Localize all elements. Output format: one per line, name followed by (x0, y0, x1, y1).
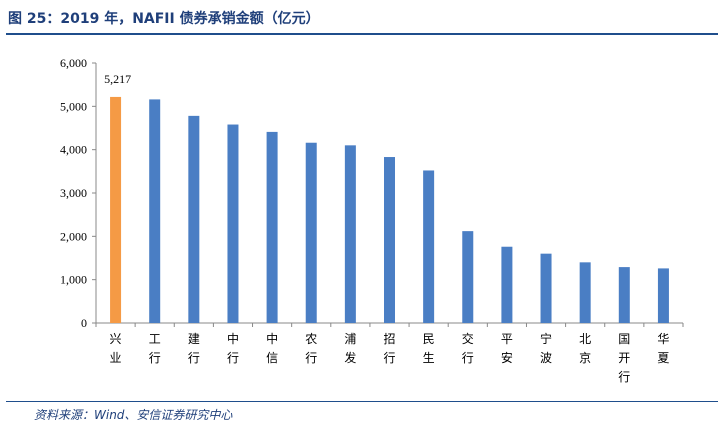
y-tick-label: 6,000 (60, 56, 87, 70)
bar (579, 262, 591, 323)
figure-title: 图 25：2019 年，NAFII 债券承销金额（亿元） (8, 11, 320, 27)
x-tick-label: 农行 (305, 332, 317, 365)
x-tick-label: 建行 (188, 332, 200, 365)
bar (618, 267, 630, 323)
bar (501, 246, 513, 323)
y-tick-label: 0 (81, 316, 87, 330)
bar-chart: 0 1,000 2,000 3,000 4,000 5,000 6,000 兴业工行建行中行… (60, 56, 684, 384)
data-labels: 5,217 (104, 72, 131, 86)
bar (540, 253, 552, 323)
x-tick-label: 中行 (227, 331, 239, 365)
y-tick-label: 3,000 (60, 186, 87, 200)
y-axis: 0 1,000 2,000 3,000 4,000 5,000 6,000 (60, 56, 97, 330)
x-tick-label: 华夏 (657, 332, 669, 365)
x-tick-label: 兴业 (110, 332, 122, 365)
bar (344, 145, 356, 323)
bar (423, 170, 435, 323)
x-tick-label: 中信 (266, 331, 278, 365)
x-tick-label: 民生 (423, 332, 435, 365)
bar (305, 142, 317, 323)
bar (384, 157, 395, 323)
y-tick-label: 2,000 (60, 229, 87, 243)
data-label: 5,217 (104, 72, 131, 86)
bar (657, 268, 669, 323)
x-tick-label: 浦发 (344, 332, 356, 365)
source-rule (6, 401, 718, 402)
x-tick-label: 交行 (462, 331, 474, 365)
x-tick-label: 宁波 (540, 331, 552, 365)
x-tick-label: 平安 (501, 332, 513, 365)
title-rule (6, 33, 718, 35)
bar (266, 131, 278, 323)
x-tick-label: 国开行 (618, 332, 630, 384)
y-tick-label: 4,000 (60, 143, 87, 157)
x-tick-label: 北京 (579, 332, 591, 365)
bar (462, 231, 474, 323)
x-tick-label: 工行 (149, 332, 161, 365)
y-tick-label: 5,000 (60, 99, 87, 113)
bars (110, 96, 669, 324)
y-tick-label: 1,000 (60, 273, 87, 287)
bar (227, 124, 239, 324)
bar (188, 115, 200, 323)
bar (149, 99, 161, 324)
x-tick-label: 招行 (383, 332, 395, 365)
source-note: 资料来源：Wind、安信证券研究中心 (34, 408, 233, 422)
bar (110, 96, 122, 324)
